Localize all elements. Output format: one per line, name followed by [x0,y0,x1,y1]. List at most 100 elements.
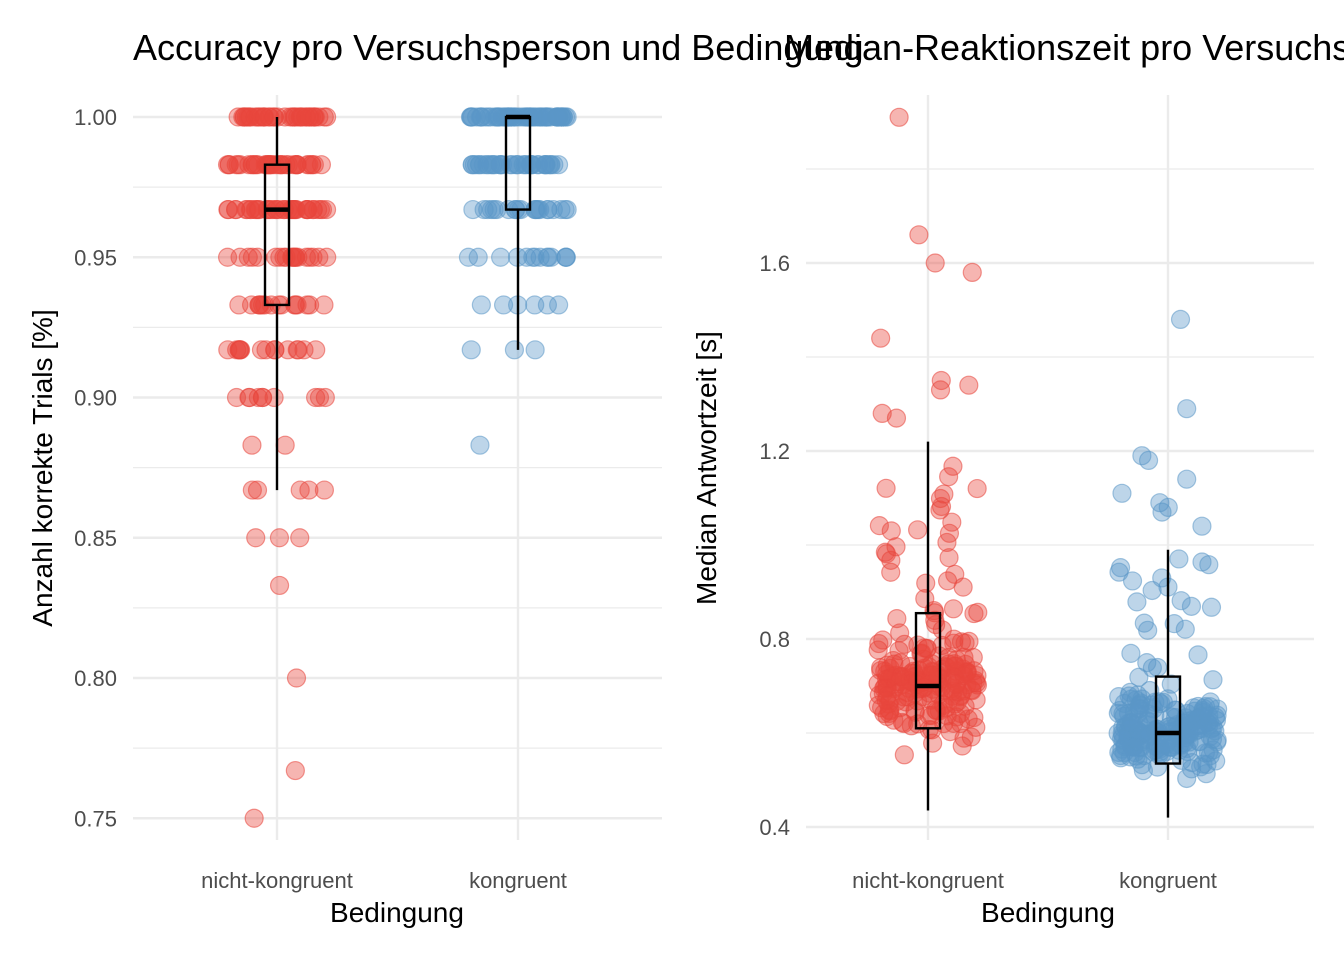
data-point [925,253,945,273]
data-point [1137,653,1157,673]
data-point [876,478,896,498]
data-point [1169,549,1189,569]
data-point [1192,718,1213,739]
data-point [275,435,295,455]
data-point [302,155,322,175]
data-point [252,387,273,408]
data-point [887,608,907,629]
data-point [932,620,952,640]
data-point [490,247,511,267]
data-point [287,340,307,360]
chart-title-accuracy: Accuracy pro Versuchsperson und Bedingun… [133,27,863,68]
data-point [932,635,952,656]
data-point [1161,674,1181,694]
data-point [871,328,891,348]
data-point [470,435,490,455]
data-point [292,107,312,127]
data-point [251,340,272,360]
y-tick-labels-reaction-time: 0.4 0.8 1.2 1.6 [759,251,790,840]
data-point [229,295,249,315]
data-point [264,387,284,408]
data-point [1152,568,1172,588]
gridlines-reaction-time [806,95,1314,840]
data-point [928,665,948,685]
data-point [937,532,957,553]
y-tick-label: 0.90 [74,386,117,411]
data-point [530,247,550,267]
data-point [477,155,497,175]
x-tick-label: nicht-kongruent [852,868,1004,893]
data-point [233,107,253,127]
data-point [1127,592,1147,612]
data-point [1200,746,1220,766]
data-point [484,199,504,220]
data-point [1170,309,1191,329]
x-axis-title-accuracy: Bedingung [330,897,464,928]
data-point [218,199,238,220]
y-tick-label: 0.4 [759,815,790,840]
box-iqr [1154,675,1182,765]
data-point [309,107,329,127]
data-point [219,155,239,175]
data-point [256,340,276,360]
data-point [311,155,332,175]
data-point [908,520,928,540]
data-point [1175,619,1195,639]
x-tick-labels-reaction-time: nicht-kongruent kongruent [852,868,1217,893]
data-point [1201,597,1222,617]
chart-title-reaction-time: Median-Reaktionszeit pro Versuchsperson … [784,27,1344,68]
data-point [938,571,958,591]
data-point [946,674,966,695]
data-point [229,340,249,360]
data-point [959,375,979,395]
data-point [553,107,573,127]
data-point [1203,670,1223,690]
data-point [869,516,890,536]
data-point [881,521,901,541]
data-point [242,435,262,455]
data-point [303,199,323,220]
data-point [242,480,262,500]
data-point [1112,728,1132,749]
data-point [490,155,510,175]
data-point [228,107,248,127]
data-point [886,537,906,557]
data-point [285,247,305,267]
data-point [1120,747,1140,767]
data-point [247,480,268,500]
data-point [297,295,317,315]
data-point [915,589,935,609]
data-point [470,155,490,175]
data-point [238,247,258,267]
data-point [1192,516,1212,536]
data-point [1121,643,1141,663]
gridlines-accuracy [133,95,662,840]
data-point [314,107,334,127]
data-point [962,262,982,282]
data-point [934,484,954,504]
data-point [286,668,307,688]
data-point [317,247,337,267]
box-iqr [914,611,942,730]
data-point [458,247,479,267]
x-tick-label: kongruent [469,868,567,893]
data-point [1149,692,1169,712]
y-tick-label: 0.8 [759,627,790,652]
data-point [1152,502,1172,522]
y-axis-title-reaction-time: Median Antwortzeit [s] [691,331,722,605]
data-point [285,760,305,781]
y-tick-label: 0.95 [74,245,117,270]
data-point [909,225,929,245]
data-point [315,387,335,408]
data-point [1181,596,1202,616]
panel-accuracy: 0.75 0.80 0.85 0.90 0.95 1.00 nicht-kongruent… [27,95,662,928]
data-point [889,107,909,127]
data-point [1109,562,1129,582]
y-tick-labels-accuracy: 0.75 0.80 0.85 0.90 0.95 1.00 [74,105,117,831]
data-point [894,713,914,734]
data-point [1188,645,1208,665]
data-point [875,542,895,562]
data-point [876,690,896,710]
data-point [543,199,563,220]
data-point [968,602,988,622]
